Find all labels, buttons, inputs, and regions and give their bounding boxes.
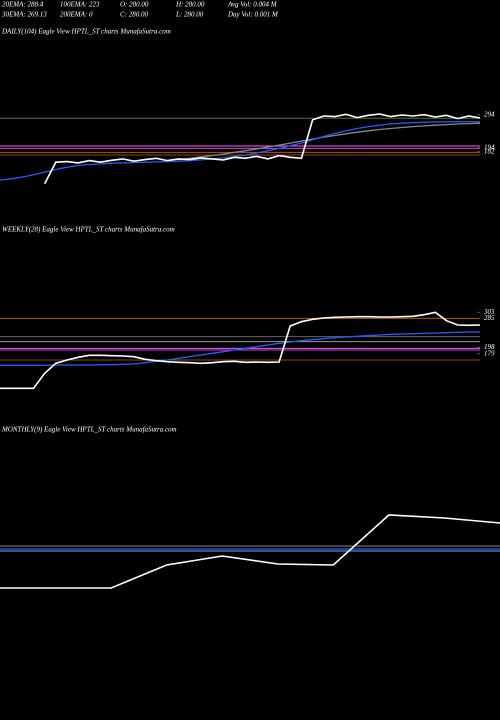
y-tick-label: 194 — [484, 143, 495, 151]
panel-title: MONTHLY(9) Eagle View HPTL_ST charts Mun… — [1, 426, 177, 434]
header-stat: C: 280.00 — [120, 11, 149, 19]
header-stat: 200EMA: 0 — [60, 11, 93, 19]
y-tick-label: 303 — [483, 308, 495, 316]
header-stat: O: 280.00 — [120, 1, 149, 9]
panel-title: DAILY(104) Eagle View HPTL_ST charts Mun… — [1, 28, 171, 36]
y-tick-label: 285 — [484, 314, 495, 322]
series-line — [0, 311, 481, 390]
header-stat: 100EMA: 223 — [60, 1, 100, 9]
header-stat: L: 280.00 — [175, 11, 204, 19]
series-line — [178, 122, 481, 161]
header-stat: H: 280.00 — [175, 1, 205, 9]
series-line — [0, 331, 480, 366]
panel-title: WEEKLY(28) Eagle View HPTL_ST charts Mun… — [2, 226, 175, 234]
header-stat: Day Vol: 0.001 M — [227, 11, 279, 19]
header-stat: Avg Vol: 0.004 M — [227, 1, 278, 9]
header-stat: 30EMA: 269.13 — [1, 11, 47, 19]
series-line — [0, 514, 500, 589]
series-line — [43, 113, 481, 185]
header-stat: 20EMA: 288.4 — [2, 1, 44, 9]
y-tick-label: 182 — [484, 147, 495, 155]
y-tick-label: 179 — [484, 349, 495, 357]
series-line — [0, 120, 481, 181]
y-tick-label: 198 — [484, 343, 495, 351]
y-tick-label: 294 — [484, 110, 495, 118]
